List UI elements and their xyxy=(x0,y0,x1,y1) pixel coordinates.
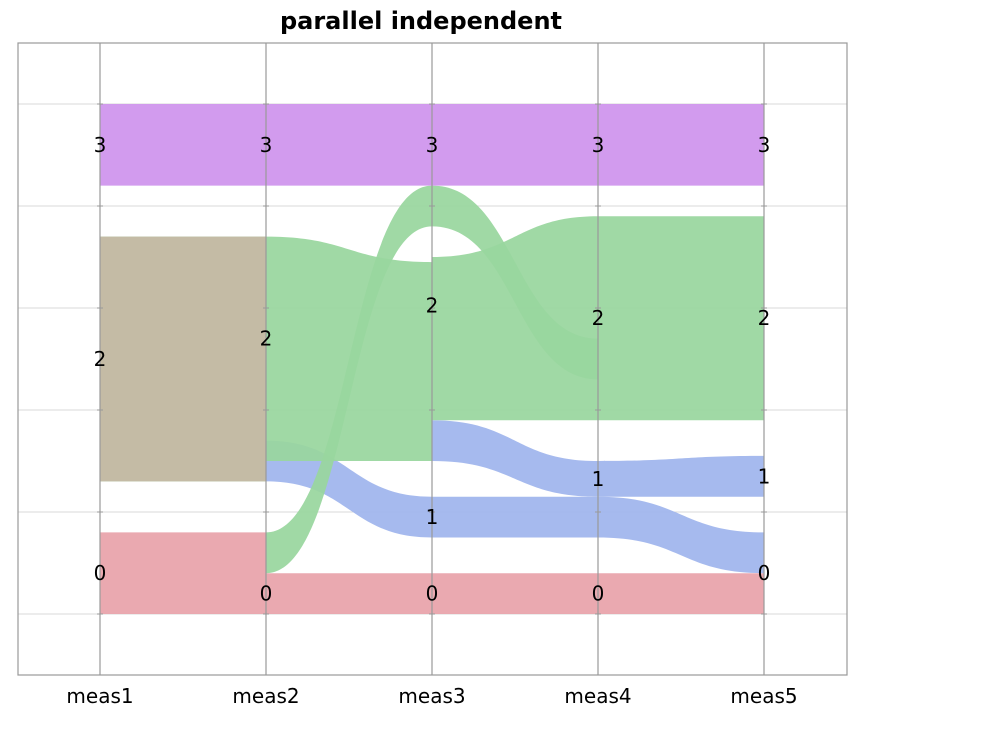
link-ribbon-0 xyxy=(266,573,432,614)
node-label: 0 xyxy=(758,561,771,585)
link-ribbon-1 xyxy=(432,496,598,538)
axis-layer: meas1 meas2 meas3 meas4 meas5 xyxy=(66,43,798,708)
link-ribbon-2 xyxy=(598,216,764,421)
node-label: 2 xyxy=(94,347,107,371)
x-tick-label: meas4 xyxy=(564,684,631,708)
node-label: 0 xyxy=(94,561,107,585)
link-ribbon-2 xyxy=(266,236,432,461)
node-label: 3 xyxy=(260,133,273,157)
node-label: 0 xyxy=(426,582,439,606)
link-ribbon-3 xyxy=(432,104,598,186)
x-tick-label: meas3 xyxy=(398,684,465,708)
label-layer: 0 2 3 0 2 3 0 1 2 3 0 1 2 3 0 1 2 3 xyxy=(94,133,771,606)
x-tick-label: meas5 xyxy=(730,684,797,708)
x-tick-label: meas2 xyxy=(232,684,299,708)
link-ribbon-1 xyxy=(598,455,764,497)
node-label: 1 xyxy=(426,505,439,529)
link-ribbon-3 xyxy=(266,104,432,186)
link-ribbon-3 xyxy=(598,104,764,186)
link-ribbon-0 xyxy=(598,573,764,614)
link-layer xyxy=(100,104,764,614)
node-label: 3 xyxy=(758,133,771,157)
link-ribbon-0 xyxy=(100,532,266,614)
plot-frame xyxy=(17,42,848,676)
node-label: 2 xyxy=(592,306,605,330)
node-label: 0 xyxy=(592,582,605,606)
node-label: 2 xyxy=(426,293,439,317)
node-label: 2 xyxy=(260,327,273,351)
link-ribbon-1 xyxy=(432,420,598,497)
chart-title: parallel independent xyxy=(280,7,562,35)
node-label: 3 xyxy=(592,133,605,157)
node-label: 3 xyxy=(426,133,439,157)
link-ribbon-2 xyxy=(432,216,598,421)
link-ribbon-3 xyxy=(100,104,266,186)
node-label: 0 xyxy=(260,582,273,606)
node-label: 1 xyxy=(592,467,605,491)
node-bar-meas1-2 xyxy=(100,236,266,482)
node-label: 1 xyxy=(758,464,771,488)
node-layer xyxy=(100,236,266,482)
x-tick-label: meas1 xyxy=(66,684,133,708)
link-ribbon-0 xyxy=(432,573,598,614)
link-ribbon-1 xyxy=(598,496,764,574)
node-label: 2 xyxy=(758,306,771,330)
node-label: 3 xyxy=(94,133,107,157)
link-ribbon-1 xyxy=(266,440,432,538)
